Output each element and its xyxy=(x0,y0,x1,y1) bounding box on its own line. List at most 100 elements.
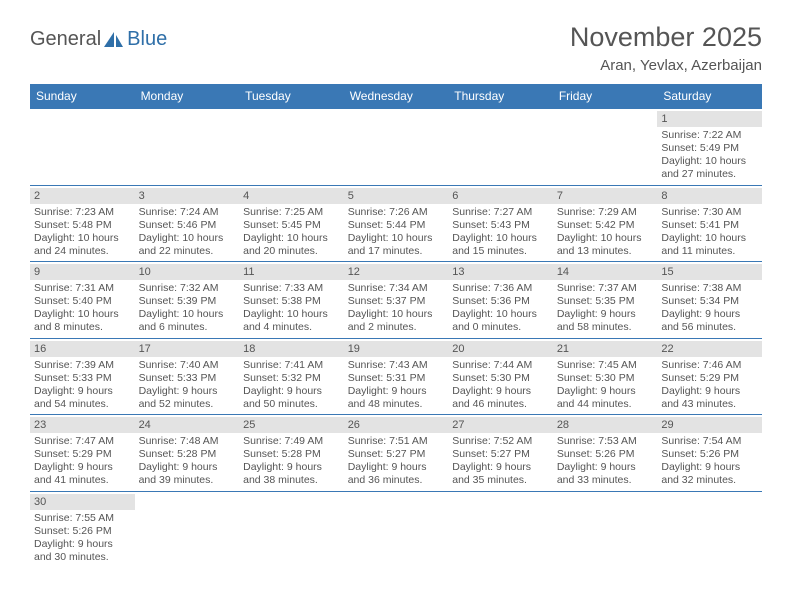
day-number: 20 xyxy=(448,341,553,357)
day-number: 11 xyxy=(239,264,344,280)
day-content: Sunrise: 7:40 AMSunset: 5:33 PMDaylight:… xyxy=(139,359,236,412)
daylight-text: and 15 minutes. xyxy=(452,245,549,258)
daylight-text: Daylight: 9 hours xyxy=(139,461,236,474)
day-cell: 25Sunrise: 7:49 AMSunset: 5:28 PMDayligh… xyxy=(239,415,344,492)
day-number: 3 xyxy=(135,188,240,204)
daylight-text: and 52 minutes. xyxy=(139,398,236,411)
day-cell: 16Sunrise: 7:39 AMSunset: 5:33 PMDayligh… xyxy=(30,338,135,415)
day-cell: 7Sunrise: 7:29 AMSunset: 5:42 PMDaylight… xyxy=(553,185,658,262)
month-title: November 2025 xyxy=(570,22,762,53)
sunset-text: Sunset: 5:30 PM xyxy=(452,372,549,385)
day-cell: 8Sunrise: 7:30 AMSunset: 5:41 PMDaylight… xyxy=(657,185,762,262)
day-content: Sunrise: 7:45 AMSunset: 5:30 PMDaylight:… xyxy=(557,359,654,412)
daylight-text: Daylight: 9 hours xyxy=(34,461,131,474)
sunrise-text: Sunrise: 7:27 AM xyxy=(452,206,549,219)
day-number: 30 xyxy=(30,494,135,510)
day-cell: 26Sunrise: 7:51 AMSunset: 5:27 PMDayligh… xyxy=(344,415,449,492)
sunrise-text: Sunrise: 7:33 AM xyxy=(243,282,340,295)
daylight-text: and 43 minutes. xyxy=(661,398,758,411)
sunrise-text: Sunrise: 7:34 AM xyxy=(348,282,445,295)
daylight-text: and 38 minutes. xyxy=(243,474,340,487)
day-cell xyxy=(448,109,553,186)
sunrise-text: Sunrise: 7:47 AM xyxy=(34,435,131,448)
day-content: Sunrise: 7:33 AMSunset: 5:38 PMDaylight:… xyxy=(243,282,340,335)
day-content: Sunrise: 7:53 AMSunset: 5:26 PMDaylight:… xyxy=(557,435,654,488)
day-number: 23 xyxy=(30,417,135,433)
daylight-text: Daylight: 9 hours xyxy=(661,385,758,398)
day-content: Sunrise: 7:44 AMSunset: 5:30 PMDaylight:… xyxy=(452,359,549,412)
daylight-text: and 11 minutes. xyxy=(661,245,758,258)
day-number: 15 xyxy=(657,264,762,280)
day-cell: 15 Sunrise: 7:38 AMSunset: 5:34 PMDayligh… xyxy=(657,262,762,339)
day-content: Sunrise: 7:24 AMSunset: 5:46 PMDaylight:… xyxy=(139,206,236,259)
weekday-header: Saturday xyxy=(657,84,762,109)
day-number: 18 xyxy=(239,341,344,357)
sunset-text: Sunset: 5:42 PM xyxy=(557,219,654,232)
sunrise-text: Sunrise: 7:40 AM xyxy=(139,359,236,372)
day-cell: 24Sunrise: 7:48 AMSunset: 5:28 PMDayligh… xyxy=(135,415,240,492)
sunrise-text: Sunrise: 7:49 AM xyxy=(243,435,340,448)
day-content: Sunrise: 7:26 AMSunset: 5:44 PMDaylight:… xyxy=(348,206,445,259)
sunrise-text: Sunrise: 7:46 AM xyxy=(661,359,758,372)
daylight-text: Daylight: 10 hours xyxy=(34,308,131,321)
daylight-text: Daylight: 9 hours xyxy=(661,308,758,321)
daylight-text: Daylight: 9 hours xyxy=(243,385,340,398)
day-cell xyxy=(553,491,658,567)
day-content: Sunrise: 7:25 AMSunset: 5:45 PMDaylight:… xyxy=(243,206,340,259)
sunset-text: Sunset: 5:27 PM xyxy=(452,448,549,461)
daylight-text: Daylight: 10 hours xyxy=(243,308,340,321)
daylight-text: and 27 minutes. xyxy=(661,168,758,181)
day-number: 21 xyxy=(553,341,658,357)
sunrise-text: Sunrise: 7:22 AM xyxy=(661,129,758,142)
daylight-text: and 20 minutes. xyxy=(243,245,340,258)
sunrise-text: Sunrise: 7:48 AM xyxy=(139,435,236,448)
sunset-text: Sunset: 5:44 PM xyxy=(348,219,445,232)
day-cell: 22Sunrise: 7:46 AMSunset: 5:29 PMDayligh… xyxy=(657,338,762,415)
sunrise-text: Sunrise: 7:52 AM xyxy=(452,435,549,448)
sunset-text: Sunset: 5:49 PM xyxy=(661,142,758,155)
daylight-text: and 32 minutes. xyxy=(661,474,758,487)
sunrise-text: Sunrise: 7:43 AM xyxy=(348,359,445,372)
daylight-text: and 17 minutes. xyxy=(348,245,445,258)
sunrise-text: Sunrise: 7:44 AM xyxy=(452,359,549,372)
day-content: Sunrise: 7:29 AMSunset: 5:42 PMDaylight:… xyxy=(557,206,654,259)
day-cell xyxy=(135,491,240,567)
day-cell: 10Sunrise: 7:32 AMSunset: 5:39 PMDayligh… xyxy=(135,262,240,339)
day-content: Sunrise: 7:47 AMSunset: 5:29 PMDaylight:… xyxy=(34,435,131,488)
day-cell xyxy=(344,491,449,567)
day-number: 5 xyxy=(344,188,449,204)
daylight-text: Daylight: 10 hours xyxy=(34,232,131,245)
day-content: Sunrise: 7:34 AMSunset: 5:37 PMDaylight:… xyxy=(348,282,445,335)
sunrise-text: Sunrise: 7:32 AM xyxy=(139,282,236,295)
daylight-text: Daylight: 10 hours xyxy=(139,232,236,245)
daylight-text: and 54 minutes. xyxy=(34,398,131,411)
daylight-text: Daylight: 10 hours xyxy=(139,308,236,321)
sunrise-text: Sunrise: 7:36 AM xyxy=(452,282,549,295)
sunrise-text: Sunrise: 7:26 AM xyxy=(348,206,445,219)
day-cell xyxy=(657,491,762,567)
sunrise-text: Sunrise: 7:23 AM xyxy=(34,206,131,219)
sunset-text: Sunset: 5:36 PM xyxy=(452,295,549,308)
day-content: Sunrise: 7:31 AMSunset: 5:40 PMDaylight:… xyxy=(34,282,131,335)
day-cell: 20 Sunrise: 7:44 AMSunset: 5:30 PMDayligh… xyxy=(448,338,553,415)
day-cell: 21 Sunrise: 7:45 AMSunset: 5:30 PMDayligh… xyxy=(553,338,658,415)
logo: General Blue xyxy=(30,28,167,51)
day-content: Sunrise: 7:38 AMSunset: 5:34 PMDaylight:… xyxy=(661,282,758,335)
daylight-text: Daylight: 10 hours xyxy=(348,308,445,321)
day-cell: 4Sunrise: 7:25 AMSunset: 5:45 PMDaylight… xyxy=(239,185,344,262)
daylight-text: Daylight: 9 hours xyxy=(34,385,131,398)
day-number: 10 xyxy=(135,264,240,280)
day-number: 27 xyxy=(448,417,553,433)
day-cell: 3 Sunrise: 7:24 AMSunset: 5:46 PMDaylight… xyxy=(135,185,240,262)
daylight-text: and 56 minutes. xyxy=(661,321,758,334)
sunrise-text: Sunrise: 7:45 AM xyxy=(557,359,654,372)
sunrise-text: Sunrise: 7:31 AM xyxy=(34,282,131,295)
sunset-text: Sunset: 5:46 PM xyxy=(139,219,236,232)
daylight-text: and 48 minutes. xyxy=(348,398,445,411)
weekday-header: Monday xyxy=(135,84,240,109)
daylight-text: and 33 minutes. xyxy=(557,474,654,487)
day-cell xyxy=(448,491,553,567)
sunrise-text: Sunrise: 7:41 AM xyxy=(243,359,340,372)
day-number: 16 xyxy=(30,341,135,357)
sunset-text: Sunset: 5:30 PM xyxy=(557,372,654,385)
